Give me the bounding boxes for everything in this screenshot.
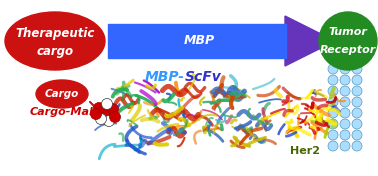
Text: Cargo-Mal: Cargo-Mal	[30, 107, 94, 117]
Polygon shape	[284, 24, 286, 58]
Ellipse shape	[36, 80, 88, 108]
Ellipse shape	[5, 12, 105, 70]
Circle shape	[328, 108, 338, 118]
Circle shape	[328, 141, 338, 151]
Circle shape	[352, 42, 362, 52]
Circle shape	[340, 141, 350, 151]
Circle shape	[340, 75, 350, 85]
Text: Receptor: Receptor	[320, 45, 376, 55]
Circle shape	[328, 53, 338, 63]
Circle shape	[340, 86, 350, 96]
Text: Tumor: Tumor	[328, 27, 367, 37]
Circle shape	[352, 141, 362, 151]
Circle shape	[352, 119, 362, 129]
Circle shape	[90, 108, 102, 120]
Circle shape	[340, 64, 350, 74]
Circle shape	[328, 64, 338, 74]
Text: MBP-: MBP-	[145, 70, 185, 84]
Text: ScFv: ScFv	[185, 70, 222, 84]
Circle shape	[340, 97, 350, 107]
Text: Cargo: Cargo	[45, 89, 79, 99]
Circle shape	[110, 112, 121, 122]
Circle shape	[340, 108, 350, 118]
Ellipse shape	[319, 12, 377, 70]
Circle shape	[99, 108, 110, 120]
Circle shape	[352, 53, 362, 63]
Text: MBP: MBP	[183, 34, 215, 48]
Circle shape	[102, 99, 113, 109]
Circle shape	[328, 75, 338, 85]
Circle shape	[352, 130, 362, 140]
Polygon shape	[108, 24, 290, 58]
Circle shape	[328, 42, 338, 52]
Circle shape	[96, 114, 107, 124]
Text: Therapeutic: Therapeutic	[15, 27, 94, 39]
Circle shape	[104, 115, 115, 127]
Circle shape	[340, 53, 350, 63]
Circle shape	[328, 97, 338, 107]
Circle shape	[352, 64, 362, 74]
Circle shape	[328, 86, 338, 96]
Circle shape	[328, 119, 338, 129]
Text: Her2: Her2	[290, 146, 320, 156]
Circle shape	[340, 119, 350, 129]
Circle shape	[352, 97, 362, 107]
Polygon shape	[285, 16, 335, 66]
Circle shape	[352, 75, 362, 85]
Circle shape	[340, 130, 350, 140]
Circle shape	[107, 103, 118, 115]
Circle shape	[352, 108, 362, 118]
Circle shape	[93, 102, 104, 114]
Circle shape	[328, 130, 338, 140]
Circle shape	[352, 86, 362, 96]
Text: cargo: cargo	[36, 45, 74, 58]
Circle shape	[340, 42, 350, 52]
